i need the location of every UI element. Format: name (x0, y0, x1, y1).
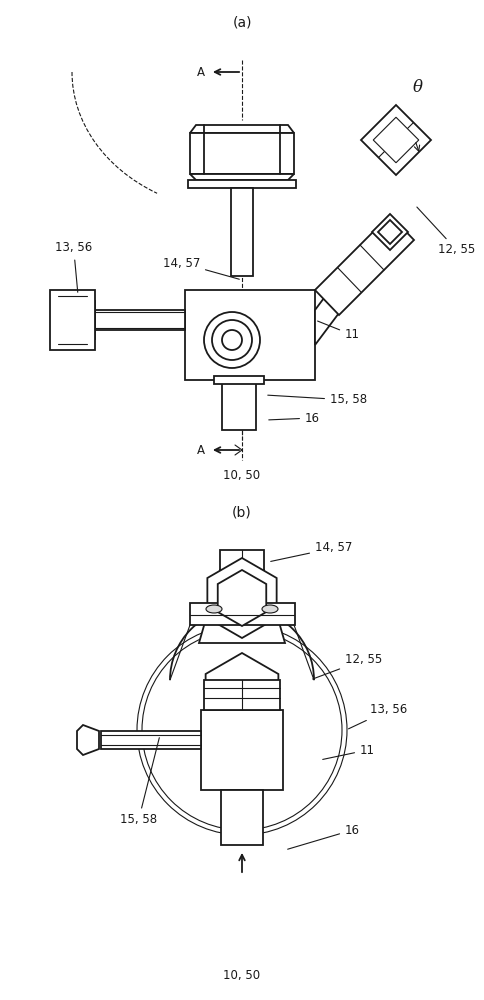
Polygon shape (315, 270, 345, 345)
Bar (220, 550, 264, 570)
Text: 10, 50: 10, 50 (224, 468, 260, 482)
Bar (190, 603, 295, 625)
Text: 16: 16 (287, 824, 360, 849)
Polygon shape (373, 117, 419, 163)
Text: 11: 11 (323, 744, 375, 759)
Bar (50, 290, 95, 350)
Text: 16: 16 (269, 412, 320, 424)
Text: 11: 11 (318, 321, 360, 342)
Polygon shape (218, 570, 266, 626)
Bar (95, 310, 185, 330)
Polygon shape (361, 105, 431, 175)
Ellipse shape (262, 605, 278, 613)
Text: 15, 58: 15, 58 (268, 393, 367, 406)
Polygon shape (206, 653, 278, 737)
Text: A: A (197, 444, 205, 456)
Text: 15, 58: 15, 58 (120, 738, 159, 826)
Circle shape (222, 330, 242, 350)
Text: 13, 56: 13, 56 (348, 704, 407, 729)
Ellipse shape (206, 605, 222, 613)
Text: (b): (b) (232, 505, 252, 519)
Polygon shape (190, 174, 294, 180)
Circle shape (204, 312, 260, 368)
Bar (101, 731, 201, 749)
Circle shape (212, 320, 252, 360)
Polygon shape (77, 725, 99, 755)
Text: 10, 50: 10, 50 (224, 968, 260, 982)
Bar (201, 710, 283, 790)
Text: (a): (a) (232, 15, 252, 29)
Polygon shape (199, 570, 285, 643)
Polygon shape (207, 558, 277, 638)
Text: 14, 57: 14, 57 (163, 256, 239, 279)
Text: θ: θ (413, 80, 423, 97)
Polygon shape (65, 301, 95, 339)
Bar (221, 790, 263, 845)
Text: 14, 57: 14, 57 (271, 542, 352, 561)
Polygon shape (190, 133, 294, 174)
Bar (185, 290, 315, 380)
Bar (214, 376, 264, 384)
Polygon shape (378, 220, 402, 244)
Text: 13, 56: 13, 56 (55, 241, 92, 292)
Polygon shape (372, 214, 408, 250)
Bar (204, 680, 280, 710)
Text: 12, 55: 12, 55 (417, 207, 475, 256)
Bar (231, 188, 253, 276)
Polygon shape (190, 125, 294, 133)
Polygon shape (315, 215, 414, 315)
Text: A: A (197, 66, 205, 79)
Bar (222, 380, 256, 430)
Bar (188, 180, 296, 188)
Text: 12, 55: 12, 55 (313, 654, 382, 679)
